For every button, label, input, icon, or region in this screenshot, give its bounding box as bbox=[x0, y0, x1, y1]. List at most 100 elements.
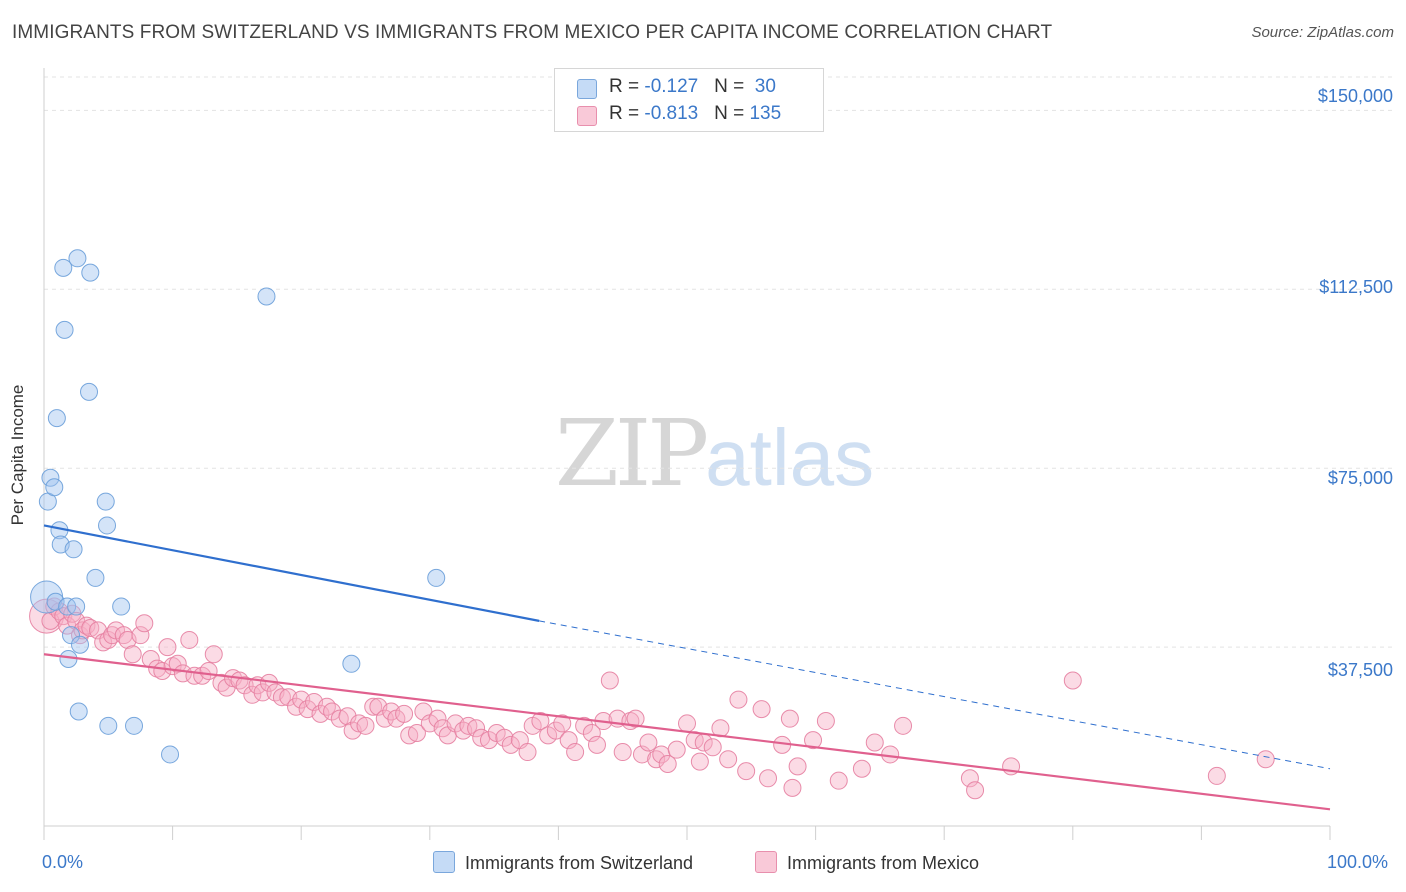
mexico-point bbox=[479, 731, 498, 750]
legend-swatch-switzerland bbox=[433, 851, 455, 873]
switzerland-point bbox=[45, 478, 64, 497]
watermark-atlas: atlas bbox=[705, 413, 875, 502]
x-tick-label-max: 100.0% bbox=[1327, 852, 1389, 872]
switzerland-point bbox=[54, 258, 73, 277]
legend-label-switzerland: Immigrants from Switzerland bbox=[465, 853, 694, 873]
mexico-point bbox=[501, 735, 520, 754]
stats-text: R = -0.813 N = 135 bbox=[609, 103, 782, 124]
switzerland-point bbox=[86, 568, 105, 587]
switzerland-point bbox=[427, 568, 446, 587]
switzerland-point bbox=[81, 263, 100, 282]
mexico-point bbox=[135, 614, 154, 633]
mexico-point bbox=[235, 676, 254, 695]
mexico-point bbox=[788, 757, 807, 776]
mexico-point bbox=[960, 769, 979, 788]
mexico-point bbox=[338, 707, 357, 726]
y-axis-label: Per Capita Income bbox=[8, 384, 27, 526]
mexico-point bbox=[1207, 766, 1226, 785]
mexico-trend-line bbox=[43, 653, 1331, 811]
switzerland-point bbox=[161, 745, 180, 764]
mexico-point bbox=[123, 645, 142, 664]
mexico-point bbox=[894, 716, 913, 735]
mexico-point bbox=[546, 721, 565, 740]
legend-item-switzerland: Immigrants from Switzerland bbox=[433, 851, 693, 874]
switzerland-point bbox=[96, 492, 115, 511]
source-label: Source: ZipAtlas.com bbox=[1251, 24, 1394, 41]
y-tick-label-37500: $37,500 bbox=[1327, 660, 1393, 680]
mexico-point bbox=[881, 745, 900, 764]
switzerland-point bbox=[80, 382, 99, 401]
mexico-point bbox=[575, 716, 594, 735]
mexico-point bbox=[311, 704, 330, 723]
mexico-point bbox=[204, 645, 223, 664]
mexico-point bbox=[317, 697, 336, 716]
mexico-point bbox=[168, 654, 187, 673]
switzerland-point bbox=[64, 540, 83, 559]
switzerland-point bbox=[58, 597, 77, 616]
trend-lines bbox=[43, 524, 1331, 811]
mexico-point bbox=[414, 702, 433, 721]
mexico-point bbox=[428, 709, 447, 728]
mexico-point bbox=[364, 697, 383, 716]
switzerland-point bbox=[71, 635, 90, 654]
switzerland-point bbox=[62, 626, 81, 645]
mexico-point bbox=[173, 664, 192, 683]
x-tick-label-min: 0.0% bbox=[42, 852, 84, 872]
switzerland-trend-line bbox=[43, 524, 540, 622]
mexico-point bbox=[566, 743, 585, 762]
mexico-point bbox=[852, 759, 871, 778]
stats-text: R = -0.127 N = 30 bbox=[609, 76, 776, 97]
switzerland-point bbox=[99, 716, 118, 735]
mexico-point bbox=[865, 733, 884, 752]
switzerland-point bbox=[257, 287, 276, 306]
mexico-point bbox=[253, 683, 272, 702]
data-points bbox=[29, 249, 1275, 800]
mexico-point bbox=[131, 626, 150, 645]
mexico-point bbox=[829, 771, 848, 790]
mexico-point bbox=[94, 633, 113, 652]
mexico-point bbox=[600, 671, 619, 690]
mexico-point bbox=[531, 712, 550, 731]
mexico-point bbox=[816, 712, 835, 731]
mexico-point bbox=[690, 752, 709, 771]
mexico-point bbox=[626, 709, 645, 728]
chart-title: IMMIGRANTS FROM SWITZERLAND VS IMMIGRANT… bbox=[12, 22, 1053, 43]
mexico-point bbox=[559, 731, 578, 750]
mexico-point bbox=[966, 781, 985, 800]
switzerland-point bbox=[98, 516, 117, 535]
switzerland-swatch bbox=[577, 79, 597, 99]
watermark-zip: ZIP bbox=[555, 400, 709, 507]
mexico-point bbox=[467, 719, 486, 738]
mexico-point bbox=[658, 754, 677, 773]
mexico-point bbox=[158, 638, 177, 657]
mexico-point bbox=[1256, 750, 1275, 769]
mexico-point bbox=[703, 738, 722, 757]
mexico-point bbox=[518, 743, 537, 762]
mexico-point bbox=[780, 709, 799, 728]
mexico-point bbox=[356, 716, 375, 735]
mexico-point bbox=[407, 723, 426, 742]
mexico-point bbox=[804, 731, 823, 750]
switzerland-point bbox=[41, 468, 60, 487]
mexico-point bbox=[495, 728, 514, 747]
mexico-point bbox=[678, 714, 696, 733]
axes bbox=[43, 68, 1331, 840]
mexico-point bbox=[553, 714, 572, 733]
switzerland-point bbox=[68, 249, 87, 268]
switzerland-point bbox=[47, 409, 66, 428]
mexico-point bbox=[272, 688, 291, 707]
mexico-point bbox=[783, 778, 802, 797]
switzerland-point bbox=[112, 597, 131, 616]
mexico-point bbox=[1063, 671, 1082, 690]
mexico-point bbox=[199, 661, 218, 680]
mexico-point bbox=[737, 762, 756, 781]
mexico-point bbox=[759, 769, 778, 788]
mexico-point bbox=[67, 611, 86, 630]
mexico-point bbox=[752, 700, 771, 719]
switzerland-point bbox=[69, 702, 88, 721]
legend-swatch-mexico bbox=[755, 851, 777, 873]
mexico-point bbox=[153, 661, 172, 680]
watermark: ZIPatlas bbox=[555, 400, 874, 507]
mexico-point bbox=[667, 740, 686, 759]
mexico-point bbox=[719, 750, 738, 769]
